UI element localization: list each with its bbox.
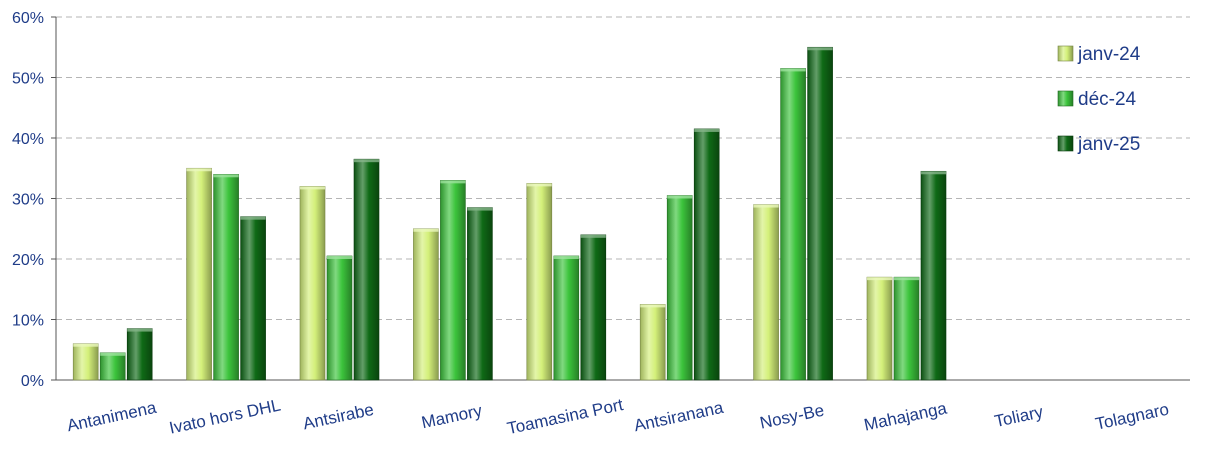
- bar-janv-24-Antsirabe: [299, 186, 326, 381]
- bar-déc-24-Antanimena: [99, 352, 126, 381]
- bar-janv-25-Toamasina Port: [580, 234, 607, 381]
- bar-déc-24-Antsirabe: [326, 255, 353, 381]
- y-tick-label: 50%: [12, 71, 44, 88]
- x-tick-label: Mahajanga: [862, 398, 949, 434]
- bar-janv-25-Mamory: [467, 207, 493, 381]
- bar-cap: [100, 352, 126, 356]
- bar-cap: [327, 255, 352, 259]
- bar-janv-24-Antsiranana: [639, 304, 666, 381]
- bar-cap: [526, 183, 552, 187]
- bar-déc-24-Antsiranana: [666, 195, 693, 381]
- bar-cap: [467, 207, 493, 211]
- bar-janv-24-Mahajanga: [866, 276, 893, 381]
- bar-cap: [440, 180, 466, 184]
- bar-cap: [807, 47, 833, 51]
- bar-janv-25-Antanimena: [126, 328, 153, 381]
- bar-cap: [780, 68, 806, 72]
- bar-cap: [753, 204, 779, 208]
- bar-cap: [867, 277, 892, 281]
- x-tick-label: Antsiranana: [632, 398, 725, 436]
- legend: janv-24 déc-24 janv-25: [1057, 44, 1141, 155]
- bar-déc-24-Mahajanga: [893, 276, 920, 381]
- bar-cap: [640, 304, 666, 308]
- y-tick-label: 0%: [21, 373, 44, 390]
- bar-cap: [894, 277, 919, 281]
- bar-cap: [413, 228, 439, 232]
- bar-janv-25-Mahajanga: [920, 170, 947, 381]
- bar-janv-25-Antsirabe: [353, 158, 380, 381]
- x-tick-label: Mamory: [420, 401, 484, 432]
- bar-cap: [300, 186, 325, 190]
- y-tick-label: 10%: [12, 313, 44, 330]
- y-tick-label: 40%: [12, 131, 44, 148]
- x-tick-label: Tolagnaro: [1094, 400, 1171, 434]
- bar-cap: [553, 255, 579, 259]
- bar-cap: [580, 234, 606, 238]
- bar-cap: [213, 174, 239, 178]
- bar-janv-25-Antsiranana: [693, 128, 720, 381]
- bar-janv-24-Antanimena: [72, 343, 99, 381]
- bar-cap: [354, 159, 379, 163]
- bar-janv-24-Nosy-Be: [753, 204, 779, 381]
- gridlines: [56, 16, 1190, 320]
- bar-cap: [73, 343, 99, 347]
- x-tick-label: Ivato hors DHL: [168, 396, 283, 438]
- bar-janv-24-Toamasina Port: [526, 183, 553, 381]
- bar-janv-24-Ivato hors DHL: [186, 167, 212, 381]
- bar-déc-24-Nosy-Be: [780, 68, 806, 381]
- bar-cap: [921, 171, 946, 175]
- legend-label: janv-25: [1077, 134, 1140, 155]
- bar-janv-25-Nosy-Be: [807, 46, 833, 381]
- y-tick-label: 30%: [12, 192, 44, 209]
- x-tick-label: Toliary: [993, 402, 1045, 431]
- bar-cap: [694, 128, 720, 132]
- bar-cap: [240, 216, 266, 220]
- bar-janv-24-Mamory: [413, 228, 439, 381]
- x-tick-label: Toamasina Port: [505, 395, 625, 438]
- bar-déc-24-Ivato hors DHL: [213, 174, 239, 381]
- bar-cap: [186, 168, 212, 172]
- bar-janv-25-Ivato hors DHL: [240, 216, 266, 381]
- x-tick-label: Antanimena: [65, 398, 158, 436]
- y-tick-label: 20%: [12, 252, 44, 269]
- y-tick-label: 60%: [12, 10, 44, 27]
- legend-swatch: [1057, 135, 1074, 152]
- legend-swatch: [1057, 45, 1074, 62]
- bar-déc-24-Toamasina Port: [553, 255, 580, 381]
- legend-label: janv-24: [1077, 44, 1141, 65]
- bars: [72, 46, 947, 381]
- bar-cap: [127, 328, 153, 332]
- bar-cap: [667, 195, 693, 199]
- legend-swatch: [1057, 90, 1074, 107]
- bar-déc-24-Mamory: [440, 180, 466, 381]
- x-tick-label: Nosy-Be: [758, 401, 826, 433]
- legend-label: déc-24: [1078, 89, 1137, 110]
- x-tick-label: Antsirabe: [301, 400, 375, 434]
